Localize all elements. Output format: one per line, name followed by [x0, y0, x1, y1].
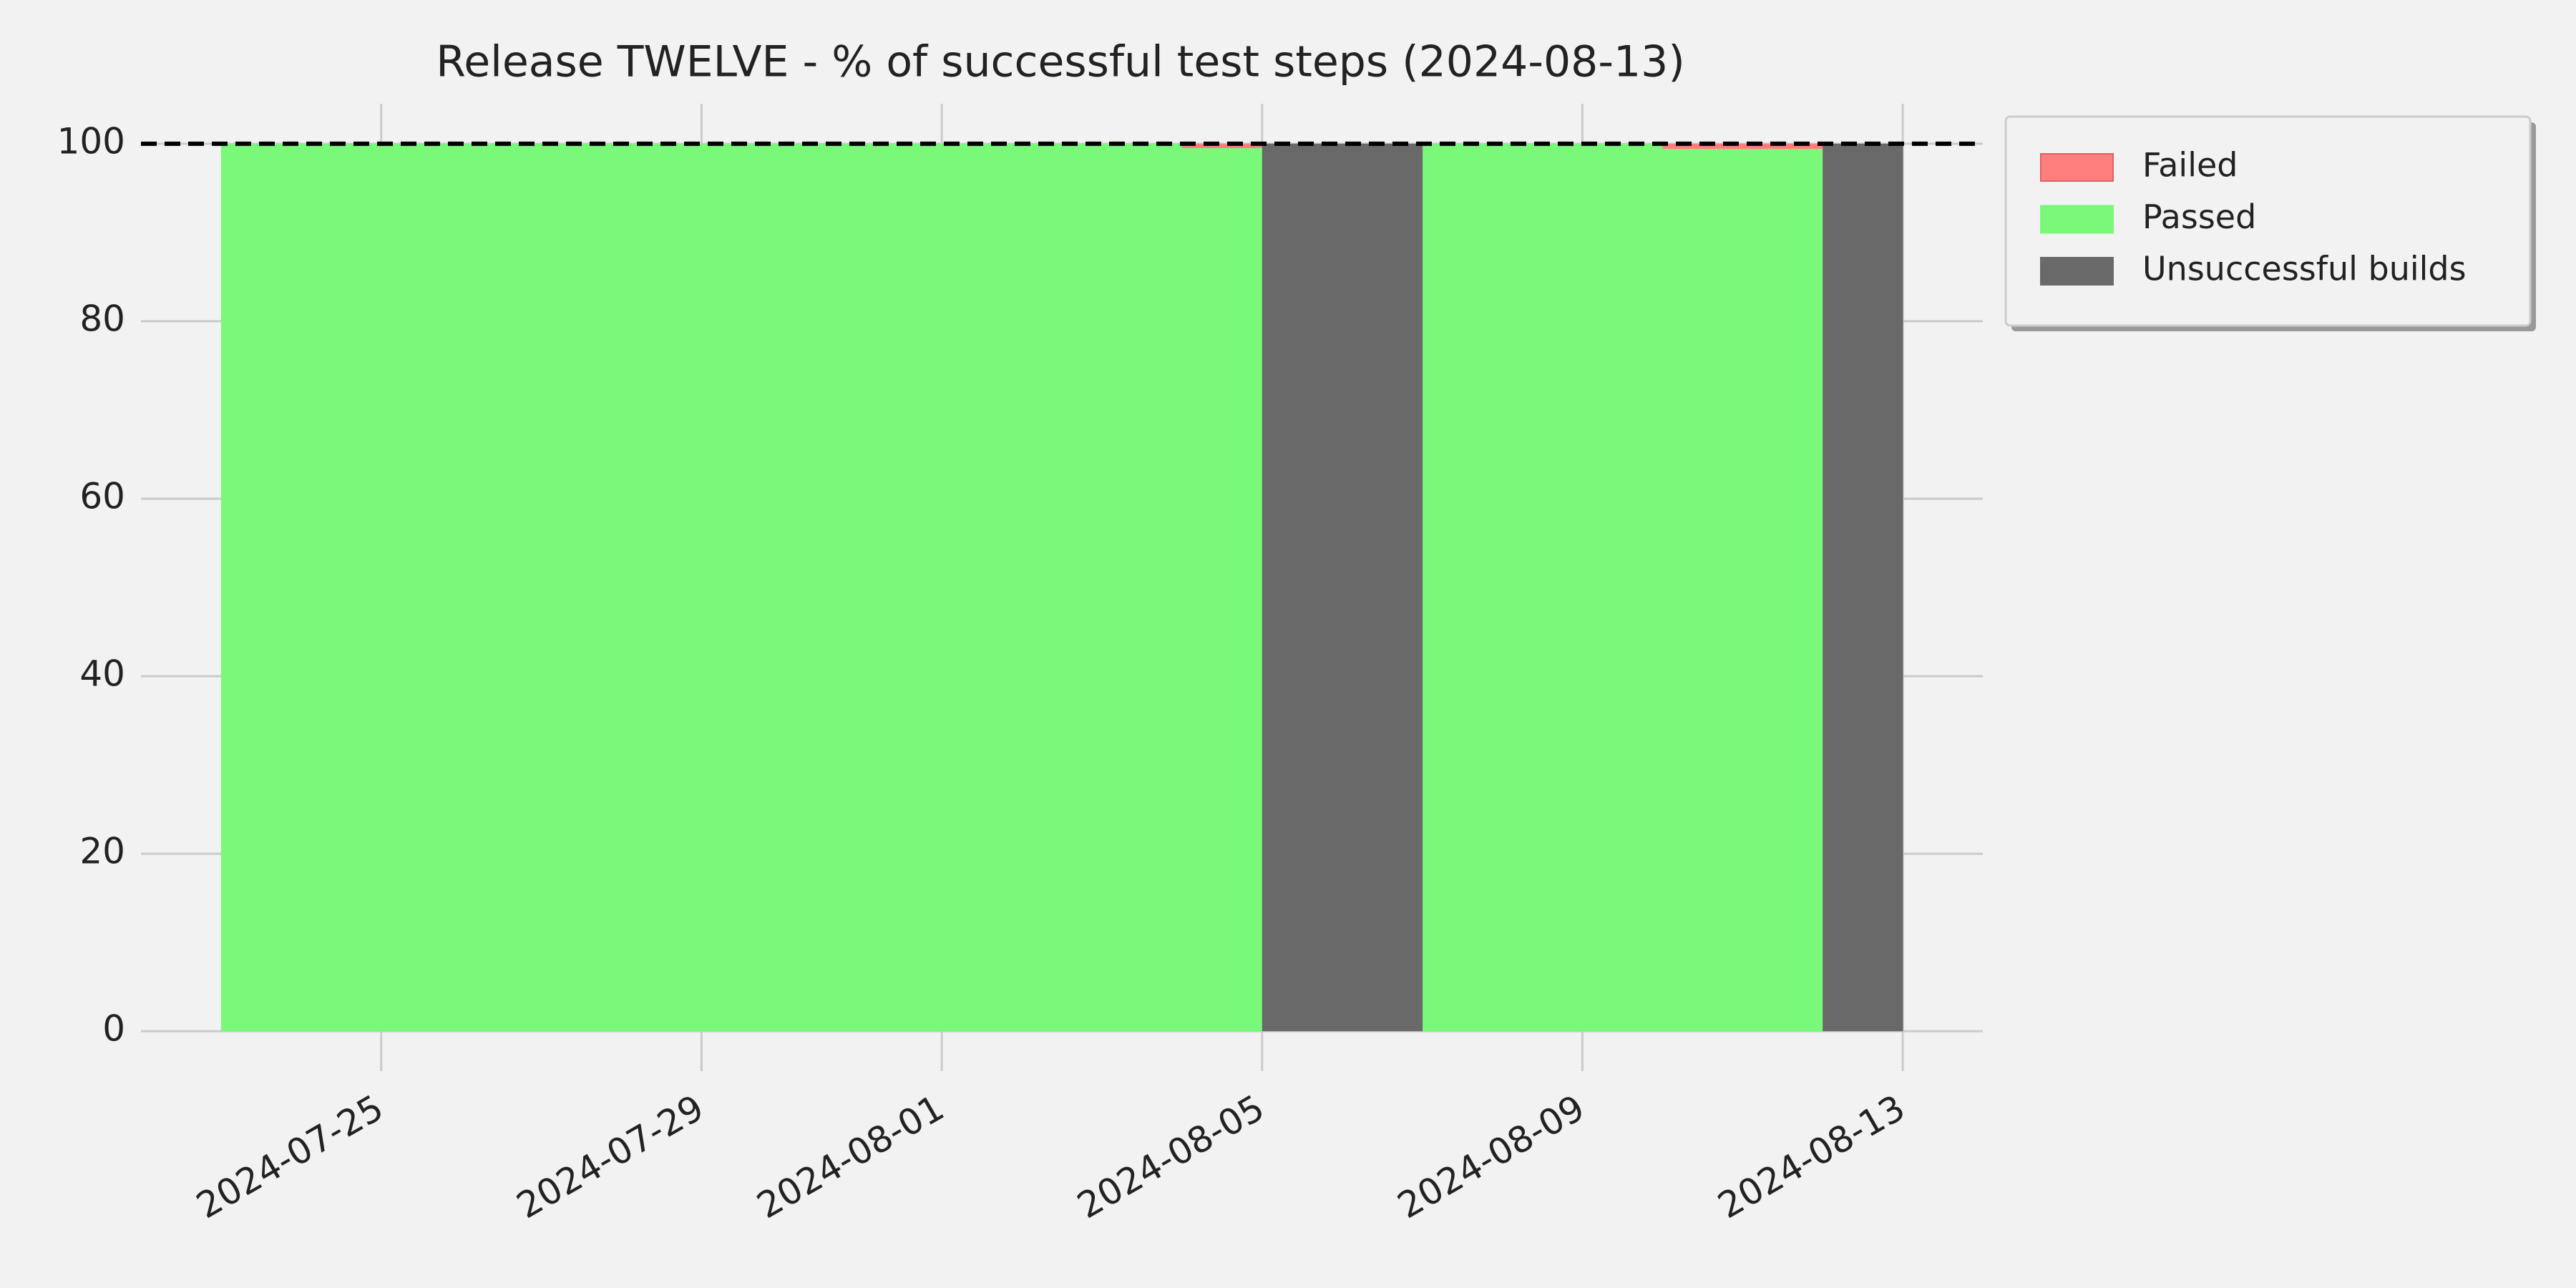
area-segment	[781, 143, 862, 1032]
area-segment	[1422, 143, 1503, 1032]
area-segment	[1502, 143, 1583, 1032]
y-tick-label: 40	[79, 653, 125, 695]
area-segment	[381, 143, 462, 1032]
y-tick-label: 80	[79, 298, 125, 339]
area-segment	[1181, 148, 1263, 1032]
legend-label: Failed	[2142, 146, 2238, 185]
legend	[2004, 115, 2532, 327]
area-segment	[1262, 143, 1343, 1032]
area-segment	[220, 143, 302, 1032]
legend-label: Passed	[2142, 197, 2256, 236]
area-segment	[1342, 143, 1423, 1032]
area-segment	[701, 143, 782, 1032]
y-tick-label: 20	[79, 831, 125, 872]
legend-swatch	[2040, 153, 2114, 182]
area-segment	[942, 143, 1023, 1032]
chart-title: Release TWELVE - % of successful test st…	[436, 37, 1684, 87]
legend-swatch	[2040, 205, 2114, 234]
area-segment	[1823, 143, 1903, 1032]
area-segment	[1181, 143, 1263, 149]
area-segment	[1662, 149, 1743, 1032]
y-tick-label: 0	[102, 1008, 125, 1050]
area-segment	[1582, 143, 1663, 1032]
area-segment	[1742, 143, 1823, 150]
y-tick-label: 60	[79, 475, 125, 517]
area-segment	[862, 143, 942, 1032]
area-segment	[621, 143, 702, 1032]
legend-swatch	[2040, 257, 2114, 286]
area-segment	[1022, 143, 1103, 1032]
y-tick-label: 100	[57, 120, 125, 162]
area-segment	[541, 143, 622, 1032]
area-segment	[301, 143, 382, 1032]
area-segment	[1101, 143, 1183, 1032]
area-segment	[461, 143, 542, 1032]
legend-label: Unsuccessful builds	[2142, 250, 2467, 288]
area-segment	[1662, 143, 1743, 150]
area-segment	[1742, 149, 1823, 1032]
